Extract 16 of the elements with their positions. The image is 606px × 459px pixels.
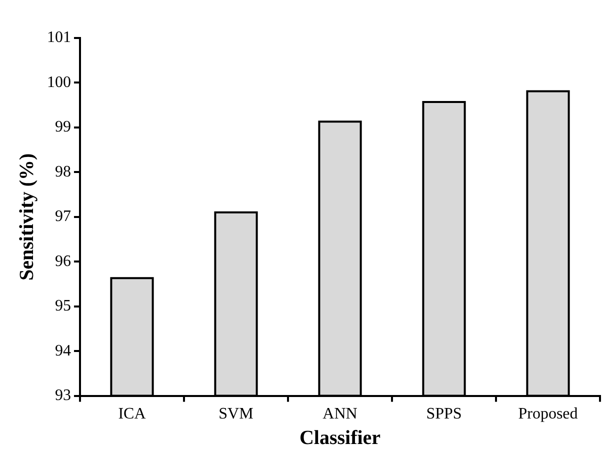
y-tick-label: 93	[55, 387, 71, 404]
x-tick-label: ANN	[322, 406, 358, 423]
y-tick-label: 96	[55, 252, 71, 270]
y-tick-label: 95	[55, 298, 71, 315]
x-tick-label: Proposed	[518, 406, 578, 423]
y-tick-label: 101	[47, 29, 71, 46]
y-axis-title: Sensitivity (%)	[16, 153, 38, 281]
y-tick-label: 98	[55, 163, 71, 180]
y-tick-label: 100	[47, 74, 71, 91]
x-axis-title: Classifier	[299, 427, 381, 450]
x-tick-label: ICA	[118, 406, 146, 423]
x-tick-label: SPPS	[426, 406, 462, 423]
y-tick-label: 94	[55, 342, 71, 360]
x-tick-label: SVM	[218, 406, 254, 423]
y-tick-label: 97	[55, 208, 71, 226]
y-tick-label: 99	[55, 118, 71, 136]
